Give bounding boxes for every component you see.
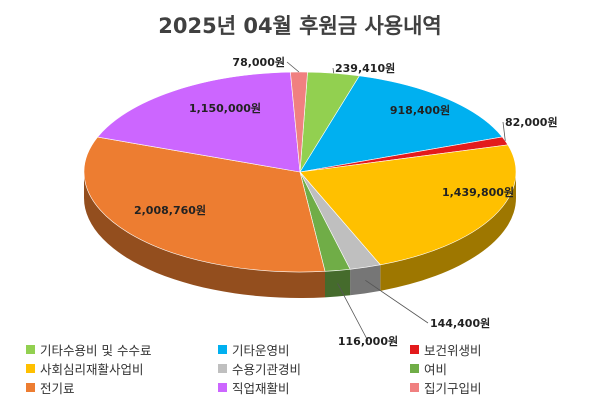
pie-slice-4 [299,144,517,266]
legend-item-9: 집기구입비 [410,378,482,397]
leader-line-9 [286,61,300,73]
pie-side-7 [84,172,326,299]
legend-label: 사회심리재활사업비 [40,362,144,377]
data-labels: 239,410원 918,400원 82,000원 1,439,800원 144,400… [134,55,558,348]
legend-swatch [26,383,35,392]
pie-slice-8 [97,71,301,173]
legend-label: 여비 [424,362,448,377]
legend-item-8: 직업재활비 [218,378,290,397]
legend-label: 기타운영비 [232,343,290,358]
legend-swatch [218,364,227,373]
pie-slice-2 [299,75,503,173]
legend-swatch [218,383,227,392]
legend-label: 보건위생비 [424,343,482,358]
pie-slices [83,71,517,273]
legend-item-3: 보건위생비 [410,340,482,359]
legend-swatch [218,345,227,354]
legend-item-4: 사회심리재활사업비 [26,359,144,378]
pie-sides [84,172,516,299]
data-label-9: 78,000원 [232,55,285,69]
legend-swatch [410,364,419,373]
legend-label: 집기구입비 [424,381,482,396]
data-label-3: 82,000원 [505,115,558,129]
legend-item-7: 전기료 [26,378,75,397]
data-label-2: 918,400원 [390,103,450,117]
data-label-7: 2,008,760원 [134,203,206,217]
pie-slice-7 [83,136,326,273]
leader-line-3 [502,121,506,141]
data-label-5: 144,400원 [430,316,490,330]
data-label-1: 239,410원 [335,61,395,75]
legend-swatch [410,383,419,392]
leader-line-1 [332,67,335,74]
chart-title: 2025년 04월 후원금 사용내역 [158,14,442,38]
legend-item-6: 여비 [410,359,447,378]
legend-label: 직업재활비 [232,381,290,396]
legend-label: 기타수용비 및 수수료 [40,343,152,358]
legend-item-5: 수용기관경비 [218,359,301,378]
legend-item-1: 기타수용비 및 수수료 [26,340,151,359]
leader-line-6 [337,283,369,342]
legend-swatch [26,345,35,354]
data-label-6: 116,000원 [338,334,398,348]
legend-label: 수용기관경비 [232,362,302,377]
legend-label: 전기료 [40,381,75,396]
data-label-4: 1,439,800원 [442,185,514,199]
pie-side-4 [380,172,516,291]
pie-side-5 [350,264,381,296]
legend-swatch [26,364,35,373]
leader-lines [286,61,506,342]
leader-line-5 [365,279,429,324]
legend-item-2: 기타운영비 [218,340,290,359]
data-label-8: 1,150,000원 [189,101,261,115]
legend-swatch [410,345,419,354]
pie-side-6 [325,269,351,298]
